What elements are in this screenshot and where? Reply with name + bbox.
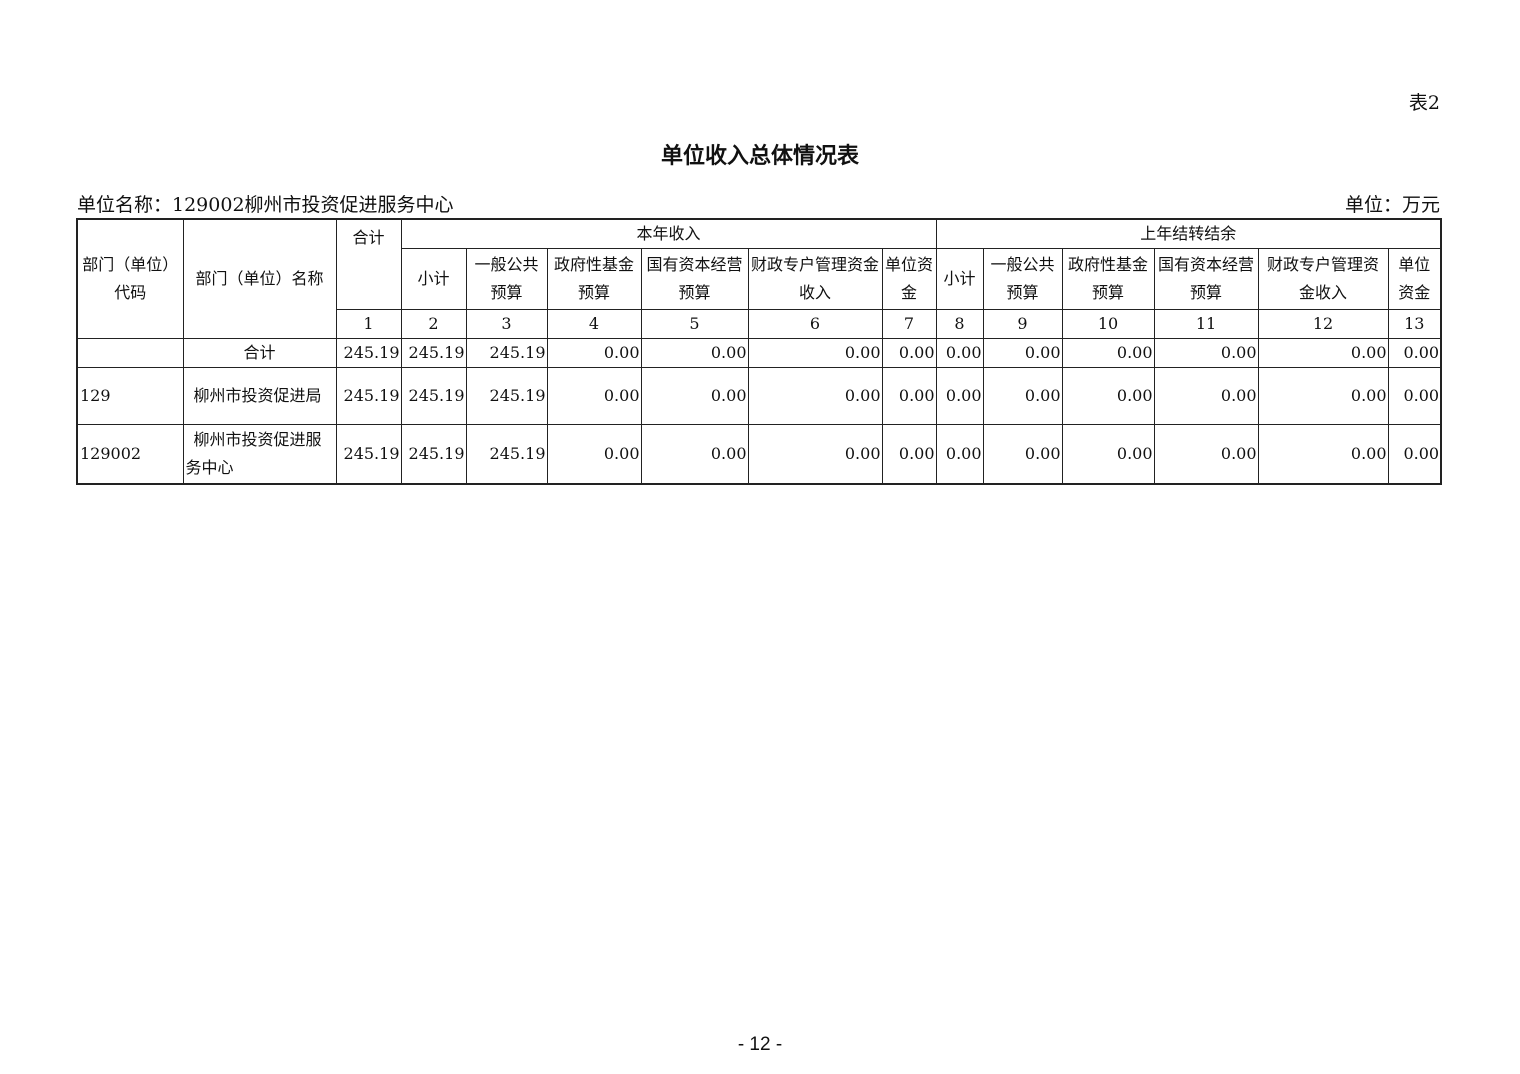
row-value: 245.19 xyxy=(400,367,467,425)
row-name: 柳州市投资促进局 xyxy=(182,367,337,425)
row-value: 0.00 xyxy=(1257,424,1389,484)
row-value: 0.00 xyxy=(1153,424,1259,484)
row-code: 129002 xyxy=(76,424,184,484)
column-number: 1 xyxy=(335,309,402,339)
row-value: 0.00 xyxy=(546,338,642,368)
row-value: 0.00 xyxy=(1387,367,1442,425)
row-value: 0.00 xyxy=(1257,338,1389,368)
header-sub: 单位资金 xyxy=(881,248,937,310)
row-value: 0.00 xyxy=(935,338,984,368)
row-name: 柳州市投资促进服务中心 xyxy=(182,424,337,484)
row-value: 0.00 xyxy=(881,424,937,484)
column-number: 3 xyxy=(465,309,548,339)
row-value: 0.00 xyxy=(640,338,749,368)
row-value: 0.00 xyxy=(1061,338,1155,368)
row-value: 0.00 xyxy=(1387,424,1442,484)
row-value: 0.00 xyxy=(1061,367,1155,425)
header-current-year: 本年收入 xyxy=(400,218,937,249)
row-value: 245.19 xyxy=(400,424,467,484)
row-value: 0.00 xyxy=(1257,367,1389,425)
row-value: 0.00 xyxy=(935,367,984,425)
column-number: 8 xyxy=(935,309,984,339)
table-row: 129002 柳州市投资促进服务中心 245.19 245.19 245.19 0.00 0… xyxy=(76,424,1442,484)
header-sub: 财政专户管理资金收入 xyxy=(747,248,883,310)
row-value: 0.00 xyxy=(1153,338,1259,368)
row-value: 0.00 xyxy=(747,424,883,484)
row-value: 0.00 xyxy=(640,367,749,425)
table-row: 合计 245.19 245.19 245.19 0.00 0.00 0.00 0.00 0.00… xyxy=(76,338,1442,368)
row-code: 129 xyxy=(76,367,184,425)
row-value: 245.19 xyxy=(335,424,402,484)
row-value: 0.00 xyxy=(982,338,1063,368)
row-value: 245.19 xyxy=(335,338,402,368)
header-code: 部门（单位）代码 xyxy=(76,218,184,339)
header-sub: 财政专户管理资金收入 xyxy=(1257,248,1389,310)
row-value: 0.00 xyxy=(1153,367,1259,425)
row-value: 0.00 xyxy=(747,367,883,425)
table-row: 129 柳州市投资促进局 245.19 245.19 245.19 0.00 0.00 0.0… xyxy=(76,367,1442,425)
row-value: 0.00 xyxy=(546,424,642,484)
header-name: 部门（单位）名称 xyxy=(182,218,337,339)
column-number: 6 xyxy=(747,309,883,339)
header-sub: 小计 xyxy=(400,248,467,310)
header-sub: 一般公共预算 xyxy=(982,248,1063,310)
unit-name: 单位名称：129002柳州市投资促进服务中心 xyxy=(77,194,454,216)
row-name: 合计 xyxy=(182,338,337,368)
column-number: 11 xyxy=(1153,309,1259,339)
row-value: 245.19 xyxy=(465,367,548,425)
row-value: 245.19 xyxy=(335,367,402,425)
row-value: 245.19 xyxy=(465,338,548,368)
row-value: 0.00 xyxy=(982,424,1063,484)
row-value: 0.00 xyxy=(640,424,749,484)
row-value: 0.00 xyxy=(881,367,937,425)
header-sub: 单位资金 xyxy=(1387,248,1442,310)
row-value: 0.00 xyxy=(881,338,937,368)
currency-unit: 单位：万元 xyxy=(1344,194,1440,216)
page-number: - 12 - xyxy=(737,1034,783,1055)
row-value: 0.00 xyxy=(546,367,642,425)
header-sub: 国有资本经营预算 xyxy=(640,248,749,310)
row-value: 0.00 xyxy=(747,338,883,368)
column-number: 10 xyxy=(1061,309,1155,339)
header-sub: 政府性基金预算 xyxy=(546,248,642,310)
row-value: 245.19 xyxy=(400,338,467,368)
header-carryover: 上年结转结余 xyxy=(935,218,1442,249)
table-tag: 表2 xyxy=(1408,92,1440,114)
column-number: 2 xyxy=(400,309,467,339)
header-sub: 小计 xyxy=(935,248,984,310)
header-total: 合计 xyxy=(335,218,402,310)
row-value: 0.00 xyxy=(935,424,984,484)
column-number: 7 xyxy=(881,309,937,339)
column-number: 12 xyxy=(1257,309,1389,339)
column-number: 5 xyxy=(640,309,749,339)
row-value: 0.00 xyxy=(1387,338,1442,368)
row-value: 245.19 xyxy=(465,424,548,484)
header-sub: 国有资本经营预算 xyxy=(1153,248,1259,310)
row-code xyxy=(76,338,184,368)
row-value: 0.00 xyxy=(1061,424,1155,484)
column-number: 13 xyxy=(1387,309,1442,339)
page-title: 单位收入总体情况表 xyxy=(660,143,859,169)
header-sub: 政府性基金预算 xyxy=(1061,248,1155,310)
row-value: 0.00 xyxy=(982,367,1063,425)
column-number: 4 xyxy=(546,309,642,339)
header-sub: 一般公共预算 xyxy=(465,248,548,310)
income-table: 部门（单位）代码 部门（单位）名称 合计 本年收入 上年结转结余 小计 一般公共预… xyxy=(76,218,1443,485)
column-number: 9 xyxy=(982,309,1063,339)
